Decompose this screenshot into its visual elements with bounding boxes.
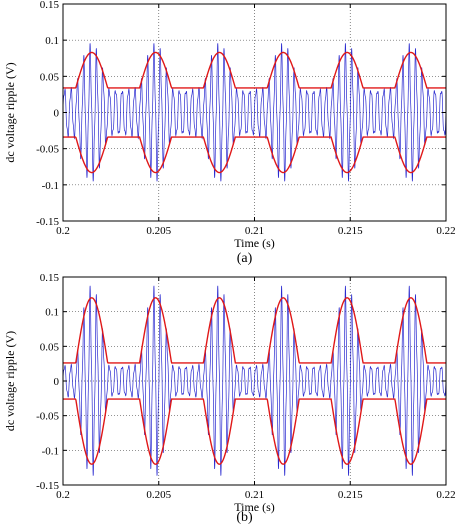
chart-b-lower-envelope — [63, 398, 446, 465]
chart-b-upper-envelope — [63, 297, 446, 364]
chart-b-y-tick-label: -0.05 — [36, 411, 59, 423]
chart-a-x-tick-label: 0.215 — [338, 225, 363, 237]
chart-a-x-tick-label: 0.22 — [436, 225, 455, 237]
chart-b-y-tick-label: 0.15 — [40, 272, 60, 284]
chart-a-y-tick-label: 0.15 — [40, 0, 60, 11]
chart-b-x-tick-label: 0.2 — [56, 489, 70, 501]
chart-a-y-tick-label: 0.1 — [45, 35, 59, 47]
chart-b-y-tick-label: 0.05 — [40, 341, 60, 353]
chart-a-x-tick-label: 0.205 — [146, 225, 171, 237]
chart-a-upper-envelope — [63, 51, 446, 89]
chart-a-lower-envelope — [63, 136, 446, 174]
chart-b-ripple-series — [63, 285, 446, 476]
chart-a-x-tick-label: 0.2 — [56, 225, 70, 237]
chart-b-y-tick-label: 0 — [54, 376, 60, 388]
chart-b-x-axis-label: Time (s) — [234, 500, 275, 514]
chart-a-y-tick-label: -0.15 — [36, 216, 59, 228]
chart-a-y-tick-label: 0 — [54, 108, 60, 120]
chart-b: 0.2 0.205 0.21 0.215 0.22 0.15 0.1 0.05 0 -0.05 -0… — [3, 272, 456, 524]
chart-a-y-tick-label: -0.1 — [42, 180, 59, 192]
chart-b-caption: (b) — [236, 510, 253, 524]
chart-b-x-tick-label: 0.22 — [436, 489, 455, 501]
chart-b-y-tick-label: -0.1 — [42, 445, 59, 457]
chart-b-y-axis-label: dc voltage ripple (V) — [3, 331, 17, 431]
chart-a-ripple-series — [63, 43, 446, 182]
chart-b-y-tick-label: -0.15 — [36, 480, 59, 492]
chart-a: 0.2 0.205 0.21 0.215 0.22 0.15 0.1 0.05 0 -0.05 -0… — [3, 0, 456, 266]
chart-a-x-tick-label: 0.21 — [245, 225, 264, 237]
chart-a-y-tick-label: 0.05 — [40, 71, 60, 83]
chart-b-x-tick-label: 0.205 — [146, 489, 171, 501]
chart-a-caption: (a) — [237, 251, 253, 266]
chart-a-x-axis-label: Time (s) — [234, 236, 275, 250]
chart-b-x-tick-label: 0.21 — [245, 489, 264, 501]
chart-a-y-axis-label: dc voltage ripple (V) — [3, 62, 17, 162]
chart-a-y-tick-label: -0.05 — [36, 144, 59, 156]
chart-b-x-tick-label: 0.215 — [338, 489, 363, 501]
chart-b-y-tick-label: 0.1 — [45, 307, 59, 319]
